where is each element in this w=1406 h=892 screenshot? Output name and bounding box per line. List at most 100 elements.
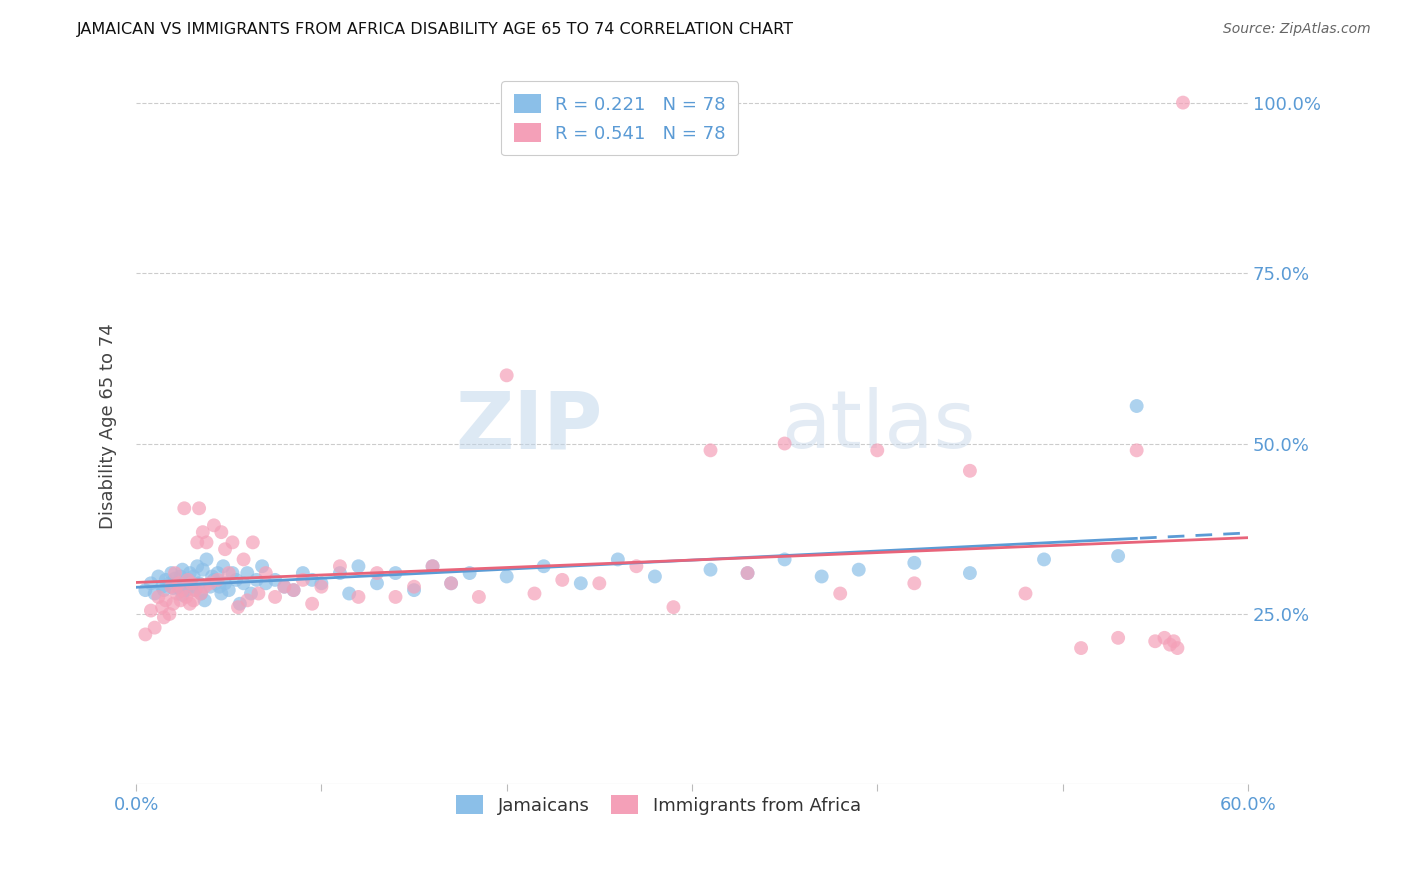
Point (166, 576, 188, 591)
Text: atlas: atlas (780, 387, 976, 466)
Point (1125, 399, 1147, 413)
Point (1107, 631, 1129, 645)
Point (200, 576, 222, 591)
Point (301, 597, 323, 611)
Point (236, 593, 259, 607)
Point (148, 590, 170, 604)
Point (1153, 631, 1175, 645)
Point (173, 576, 195, 591)
Point (172, 588, 194, 602)
Point (291, 573, 314, 587)
Point (221, 566, 243, 580)
Point (422, 559, 444, 574)
Point (495, 569, 517, 583)
Point (903, 576, 925, 591)
Point (247, 586, 270, 600)
Point (301, 573, 323, 587)
Point (184, 583, 207, 598)
Point (166, 586, 188, 600)
Point (143, 586, 166, 600)
Point (179, 597, 201, 611)
Point (329, 566, 352, 580)
Point (153, 610, 176, 624)
Text: Source: ZipAtlas.com: Source: ZipAtlas.com (1223, 22, 1371, 37)
Point (148, 569, 170, 583)
Point (1033, 552, 1056, 566)
Point (440, 576, 463, 591)
Point (150, 600, 173, 615)
Point (773, 552, 796, 566)
Text: ZIP: ZIP (456, 387, 603, 466)
Point (1014, 586, 1036, 600)
Point (225, 573, 247, 587)
Point (139, 576, 162, 591)
Point (177, 573, 200, 587)
Point (1163, 634, 1185, 648)
Point (588, 576, 610, 591)
Point (172, 583, 194, 598)
Point (162, 581, 184, 595)
Point (221, 535, 243, 549)
Point (174, 590, 197, 604)
Y-axis label: Disability Age 65 to 74: Disability Age 65 to 74 (100, 324, 117, 529)
Point (195, 535, 218, 549)
Point (440, 576, 463, 591)
Point (188, 576, 211, 591)
Point (190, 586, 212, 600)
Point (150, 580, 173, 594)
Point (186, 559, 208, 574)
Point (1159, 638, 1181, 652)
Point (366, 566, 388, 580)
Point (134, 627, 156, 641)
Point (159, 607, 181, 621)
Point (180, 580, 202, 594)
Point (283, 583, 305, 598)
Point (160, 566, 183, 580)
Point (169, 593, 191, 607)
Point (273, 580, 295, 594)
Point (174, 583, 197, 598)
Point (208, 580, 231, 594)
Point (194, 580, 217, 594)
Point (143, 621, 166, 635)
Point (1107, 549, 1129, 563)
Point (236, 566, 259, 580)
Point (495, 368, 517, 383)
Point (163, 566, 186, 580)
Point (232, 576, 254, 591)
Point (207, 573, 229, 587)
Point (264, 590, 287, 604)
Point (167, 576, 190, 591)
Point (218, 566, 240, 580)
Point (311, 580, 333, 594)
Point (172, 563, 194, 577)
Point (773, 436, 796, 450)
Point (254, 576, 277, 591)
Point (242, 535, 264, 549)
Point (134, 583, 156, 598)
Point (139, 603, 162, 617)
Point (209, 525, 232, 540)
Point (626, 559, 648, 574)
Point (184, 583, 207, 598)
Point (207, 566, 229, 580)
Point (180, 576, 202, 591)
Point (194, 593, 217, 607)
Point (384, 566, 406, 580)
Point (1125, 443, 1147, 458)
Point (903, 556, 925, 570)
Point (1070, 641, 1092, 656)
Point (155, 573, 177, 587)
Point (1166, 641, 1188, 656)
Point (959, 566, 981, 580)
Point (366, 576, 388, 591)
Point (1171, 95, 1194, 110)
Point (159, 576, 181, 591)
Point (533, 559, 555, 574)
Point (810, 569, 832, 583)
Point (737, 566, 759, 580)
Point (337, 586, 360, 600)
Point (163, 572, 186, 586)
Point (190, 586, 212, 600)
Point (606, 552, 628, 566)
